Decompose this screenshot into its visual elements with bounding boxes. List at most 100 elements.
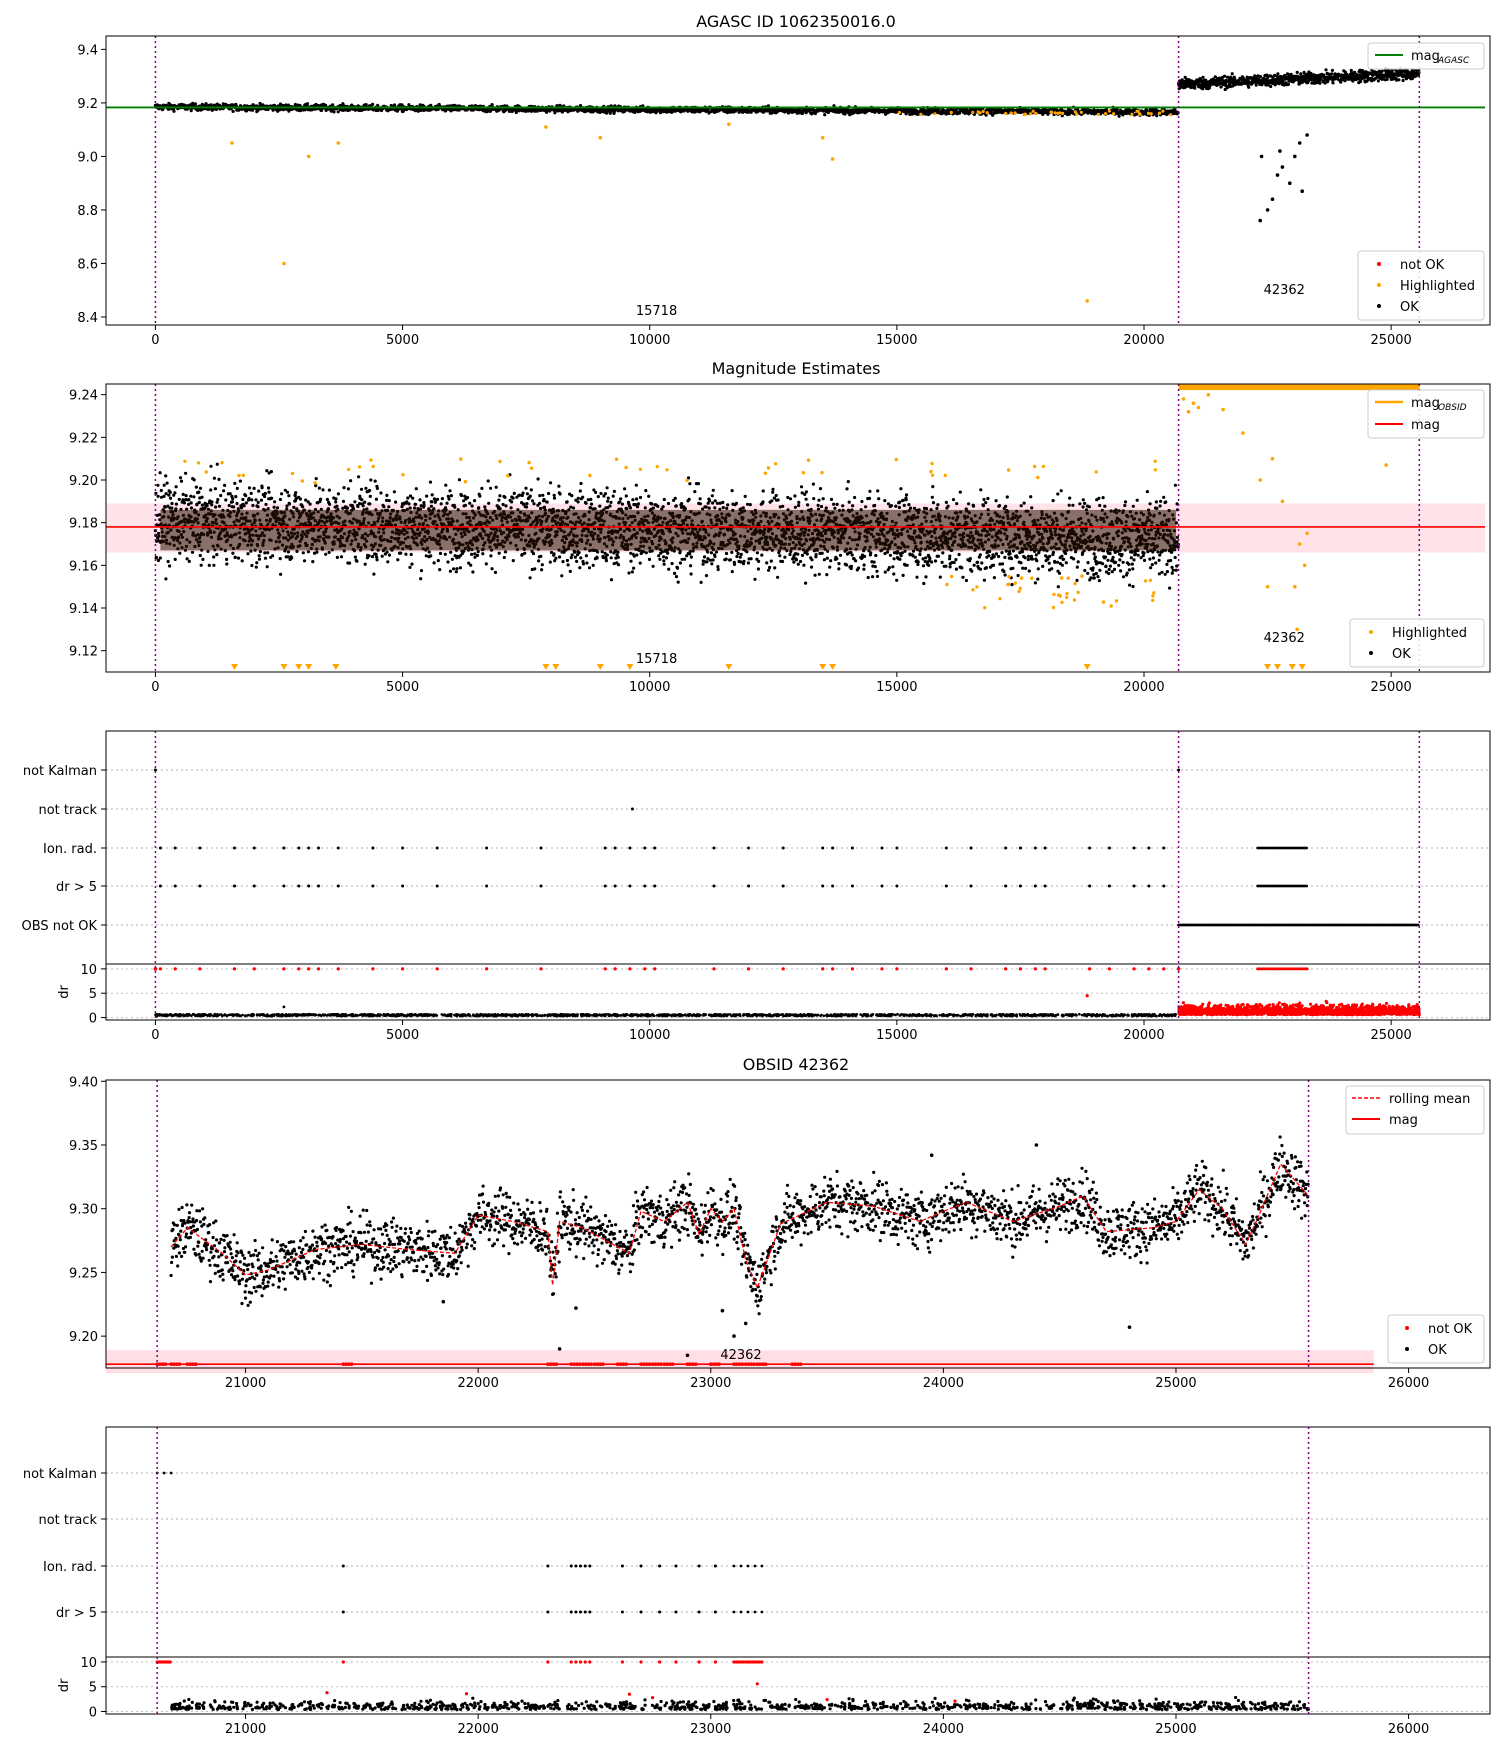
ok-point (542, 497, 546, 502)
ok-point (233, 481, 237, 485)
highlighted-point (1112, 112, 1116, 116)
ok-point (240, 559, 244, 563)
ok-point (287, 502, 291, 506)
ok-point (414, 487, 418, 491)
highlighted-point (1004, 111, 1008, 116)
ok-point (540, 563, 544, 567)
highlighted-point (1149, 112, 1153, 116)
highlighted-point (1161, 109, 1165, 113)
ok-point (336, 492, 340, 496)
ok-point (429, 554, 433, 558)
ok-point (305, 102, 310, 106)
ok-point (233, 555, 237, 560)
ok-point (156, 483, 160, 487)
ok-point (193, 102, 197, 106)
ok-point (173, 557, 177, 562)
ok-point (250, 563, 254, 568)
agasc-xtick-label: 15000 (876, 333, 917, 348)
ok-point (168, 564, 172, 568)
ok-point (537, 559, 541, 563)
ok-point (600, 550, 604, 554)
ok-point (311, 560, 315, 564)
agasc-ytick-label: 8.4 (77, 311, 98, 326)
ok-point (231, 497, 235, 501)
ok-point (823, 113, 827, 117)
ok-point (263, 556, 268, 560)
ok-point (263, 551, 267, 555)
ok-point (209, 464, 213, 468)
ok-point (425, 494, 429, 498)
ok-point (565, 500, 569, 504)
ok-point (174, 485, 178, 489)
ok-point (317, 486, 321, 490)
ok-point (178, 476, 183, 480)
ok-point (178, 551, 182, 555)
ok-point (581, 495, 585, 499)
ok-point (250, 498, 254, 502)
ok-point (1401, 78, 1405, 83)
agasc-ytick-label: 8.8 (77, 204, 98, 219)
agasc-ok-points (153, 66, 1421, 223)
ok-point (593, 507, 597, 511)
ok-point (375, 555, 379, 559)
ok-point (301, 551, 305, 555)
ok-point (1299, 72, 1303, 76)
ok-point (273, 500, 277, 504)
ok-point (157, 534, 161, 538)
ok-point (345, 506, 349, 510)
ok-point (257, 557, 262, 561)
ok-point (306, 550, 310, 554)
ok-point (265, 565, 269, 569)
ok-point (334, 500, 338, 504)
ok-point (314, 477, 318, 481)
ok-point (418, 498, 422, 502)
ok-point (473, 552, 477, 556)
ok-point (438, 551, 443, 556)
ok-point (521, 491, 525, 495)
ok-point (1397, 78, 1401, 82)
ok-point (158, 471, 162, 475)
ok-point (558, 492, 562, 496)
highlighted-point (1028, 112, 1033, 116)
ok-point (469, 563, 473, 567)
ok-point (1219, 85, 1223, 89)
ok-point (490, 567, 494, 571)
ok-point (509, 506, 513, 510)
highlighted-point (230, 141, 234, 145)
ok-point (596, 550, 600, 554)
ok-point (364, 103, 368, 107)
highlighted-point (820, 135, 825, 140)
ok-point (497, 498, 501, 502)
ok-point (225, 557, 229, 562)
ok-point (184, 494, 188, 498)
ok-point (524, 505, 529, 509)
ok-point (278, 497, 282, 502)
ok-point (256, 505, 260, 509)
highlighted-point (971, 110, 975, 114)
ok-point (167, 493, 171, 497)
ok-point (591, 563, 595, 568)
agasc-xtick-label: 10000 (629, 333, 670, 348)
ok-point (470, 504, 474, 508)
ok-point (319, 497, 323, 501)
agasc-xtick-label: 25000 (1370, 333, 1411, 348)
highlighted-point (949, 110, 953, 115)
ok-point (1144, 108, 1149, 112)
agasc-highlighted-points (230, 109, 1173, 303)
ok-point (356, 504, 360, 509)
agasc-xtick-label: 20000 (1123, 333, 1164, 348)
ok-point (271, 554, 275, 558)
highlighted-point (336, 141, 341, 145)
highlighted-point (544, 125, 548, 129)
ok-point (264, 502, 268, 506)
ok-point (578, 566, 582, 570)
ok-point (286, 550, 290, 554)
ok-point (470, 552, 474, 557)
ok-point (432, 507, 436, 511)
ok-point (379, 491, 383, 495)
ok-point (549, 481, 553, 485)
ok-point (448, 489, 452, 493)
ok-point (157, 531, 161, 536)
ok-point (439, 502, 443, 506)
